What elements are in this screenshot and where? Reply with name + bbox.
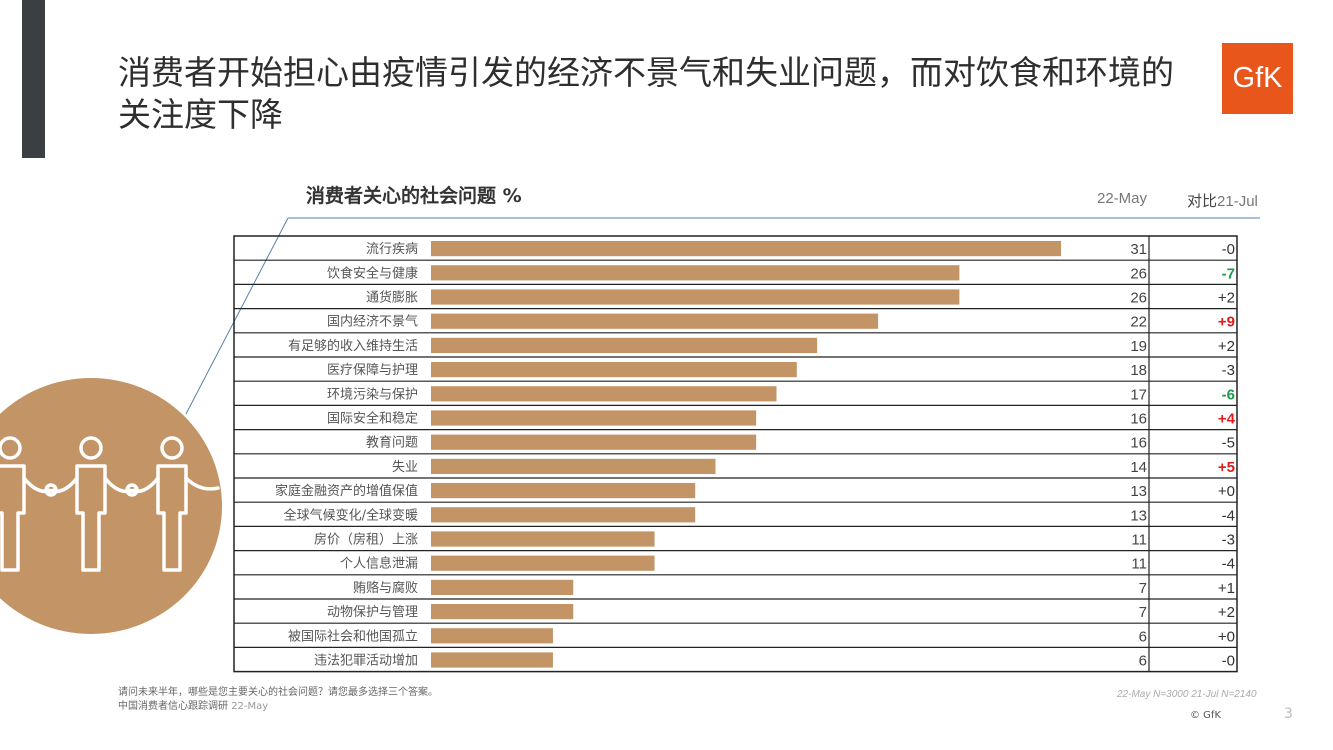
value-label: 31	[1130, 241, 1147, 258]
category-label: 医疗保障与护理	[327, 363, 418, 378]
connector-line	[185, 217, 289, 415]
change-label: +2	[1218, 290, 1235, 307]
category-label: 贿赂与腐败	[353, 580, 418, 596]
bar	[431, 652, 553, 668]
category-label: 饮食安全与健康	[327, 265, 418, 281]
bar	[431, 289, 960, 305]
side-accent-bar	[22, 0, 45, 158]
change-label: -0	[1222, 241, 1235, 258]
change-label: -4	[1222, 507, 1235, 524]
gfk-logo: GfK	[1222, 43, 1293, 114]
bar	[431, 241, 1061, 257]
bar	[431, 434, 757, 450]
category-label: 环境污染与保护	[327, 387, 418, 402]
change-label: +2	[1218, 604, 1235, 621]
change-label: -7	[1222, 265, 1235, 282]
value-label: 16	[1130, 411, 1147, 428]
copyright: © GfK	[1190, 710, 1222, 721]
value-column-header: 22-May	[1097, 190, 1148, 207]
source-date: 22-May	[231, 701, 269, 712]
bar	[431, 410, 757, 426]
bar	[431, 458, 716, 474]
value-label: 13	[1130, 507, 1147, 524]
people-holding-hands-icon	[0, 436, 220, 572]
change-label: +2	[1218, 338, 1235, 355]
value-label: 14	[1130, 459, 1147, 476]
bar	[431, 265, 960, 281]
bar	[431, 313, 879, 329]
change-header-main: 对比	[1187, 192, 1218, 210]
change-label: -6	[1222, 386, 1235, 403]
bar	[431, 604, 574, 620]
bar	[431, 555, 655, 571]
category-label: 通货膨胀	[366, 290, 418, 306]
logo-text: GfK	[1232, 62, 1283, 94]
bar	[431, 337, 818, 353]
change-label: +0	[1218, 483, 1235, 500]
category-label: 有足够的收入维持生活	[288, 338, 418, 354]
category-label: 全球气候变化/全球变暖	[284, 507, 418, 523]
source-note: 中国消费者信心跟踪调研 22-May	[118, 697, 268, 712]
value-label: 6	[1139, 628, 1147, 645]
value-label: 22	[1130, 314, 1147, 331]
change-label: +9	[1218, 314, 1235, 331]
value-label: 11	[1131, 556, 1147, 573]
value-label: 7	[1139, 580, 1147, 597]
change-label: +0	[1218, 628, 1235, 645]
value-label: 6	[1139, 653, 1147, 670]
change-label: -0	[1222, 653, 1235, 670]
category-label: 国内经济不景气	[327, 314, 418, 330]
value-label: 7	[1139, 604, 1147, 621]
category-label: 教育问题	[366, 435, 418, 451]
value-label: 26	[1130, 290, 1147, 307]
question-note: 请问未来半年，哪些是您主要关心的社会问题？请您最多选择三个答案。	[118, 687, 438, 698]
category-label: 家庭金融资产的增值保值	[275, 483, 418, 499]
bar	[431, 483, 696, 499]
source-text: 中国消费者信心跟踪调研	[118, 701, 228, 712]
page-number: 3	[1284, 706, 1293, 722]
bar	[431, 579, 574, 595]
value-label: 13	[1130, 483, 1147, 500]
category-label: 违法犯罪活动增加	[314, 654, 418, 669]
value-label: 18	[1130, 362, 1147, 379]
category-label: 个人信息泄漏	[340, 556, 418, 572]
change-label: -4	[1222, 556, 1235, 573]
change-column-header: 对比21-Jul	[1187, 190, 1258, 211]
value-label: 19	[1130, 338, 1147, 355]
value-label: 26	[1130, 265, 1147, 282]
sample-size: 22-May N=3000 21-Jul N=2140	[1117, 689, 1257, 700]
category-label: 流行疾病	[366, 242, 418, 257]
change-label: +5	[1218, 459, 1235, 476]
bar	[431, 531, 655, 547]
chart-title: 消费者关心的社会问题 %	[306, 185, 522, 207]
category-label: 动物保护与管理	[327, 605, 418, 620]
bar	[431, 628, 553, 644]
page-title: 消费者开始担心由疫情引发的经济不景气和失业问题，而对饮食和环境的关注度下降	[118, 53, 1174, 134]
category-label: 国际安全和稳定	[327, 411, 418, 427]
bar	[431, 507, 696, 523]
bar	[431, 386, 777, 402]
change-label: -3	[1222, 362, 1235, 379]
change-label: +1	[1218, 580, 1235, 597]
people-illustration	[0, 378, 222, 634]
change-label: -5	[1222, 435, 1235, 452]
bar	[431, 362, 797, 378]
category-label: 失业	[392, 460, 418, 475]
change-label: +4	[1218, 411, 1236, 428]
category-label: 被国际社会和他国孤立	[288, 628, 418, 644]
value-label: 16	[1130, 435, 1147, 452]
change-header-sub: 21-Jul	[1217, 193, 1258, 210]
value-label: 17	[1130, 386, 1147, 403]
change-label: -3	[1222, 532, 1235, 549]
value-label: 11	[1131, 532, 1147, 549]
category-label: 房价（房租）上涨	[314, 532, 418, 548]
